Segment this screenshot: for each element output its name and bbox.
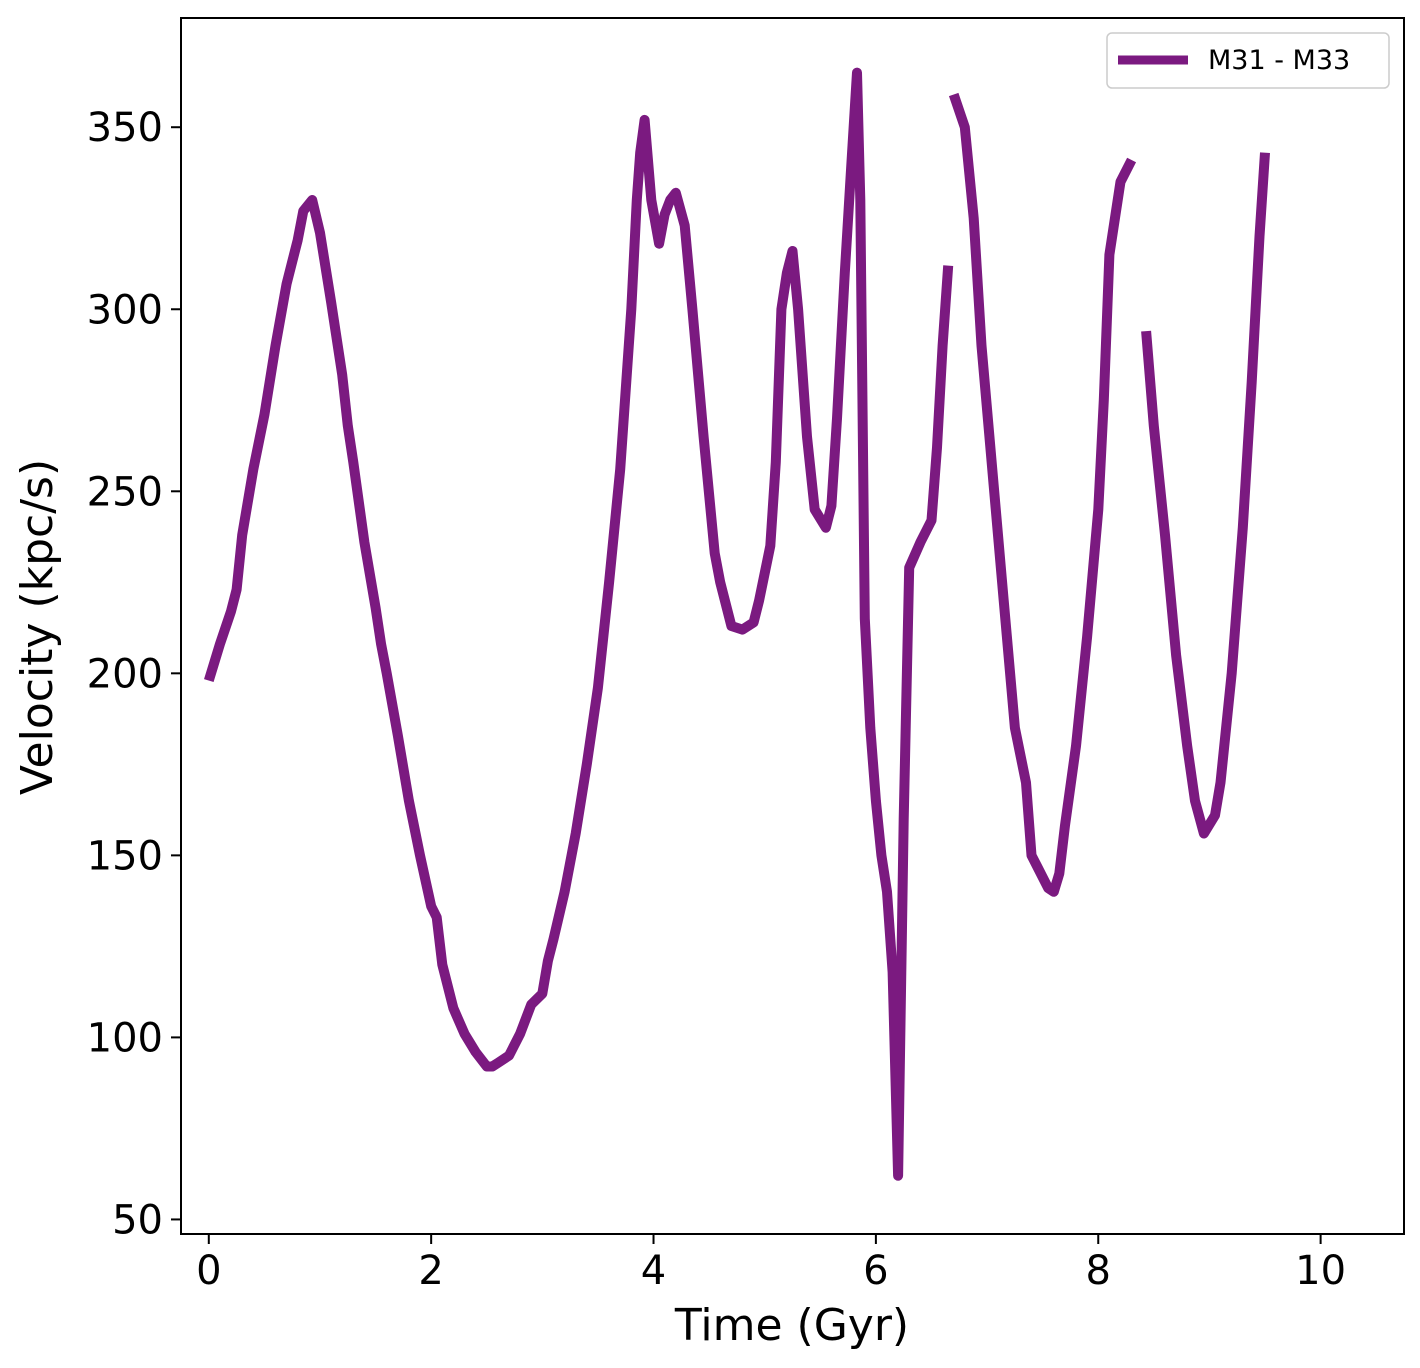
y-axis-ticks: 50 100 150 200 250 300 350 bbox=[87, 105, 181, 1243]
series-line-m31-m33-segment-1 bbox=[204, 67, 954, 1181]
y-tick-label: 100 bbox=[87, 1015, 163, 1061]
y-tick-label: 200 bbox=[87, 651, 163, 697]
plot-frame bbox=[180, 17, 1405, 1235]
legend: M31 - M33 bbox=[1106, 32, 1390, 89]
series-line-m31-m33-segment-3 bbox=[1141, 152, 1270, 839]
x-axis-ticks: 0 2 4 6 8 10 bbox=[196, 1234, 1346, 1294]
x-tick-label: 0 bbox=[196, 1248, 221, 1294]
y-tick-label: 150 bbox=[87, 833, 163, 879]
x-tick-label: 6 bbox=[863, 1248, 888, 1294]
legend-label-m31-m33: M31 - M33 bbox=[1208, 45, 1350, 76]
x-tick-label: 8 bbox=[1086, 1248, 1111, 1294]
legend-box bbox=[1106, 32, 1390, 89]
x-tick-label: 10 bbox=[1295, 1248, 1346, 1294]
series-line-m31-m33-segment-2 bbox=[948, 92, 1137, 897]
y-tick-label: 50 bbox=[112, 1197, 163, 1243]
x-tick-label: 2 bbox=[418, 1248, 443, 1294]
x-axis-label: Time (Gyr) bbox=[674, 1300, 909, 1351]
y-tick-label: 250 bbox=[87, 469, 163, 515]
y-tick-label: 350 bbox=[87, 105, 163, 151]
plot-area-background bbox=[181, 18, 1404, 1234]
x-tick-label: 4 bbox=[641, 1248, 666, 1294]
series-layer bbox=[204, 67, 1270, 1181]
y-tick-label: 300 bbox=[87, 287, 163, 333]
y-axis-label: Velocity (kpc/s) bbox=[12, 459, 63, 795]
